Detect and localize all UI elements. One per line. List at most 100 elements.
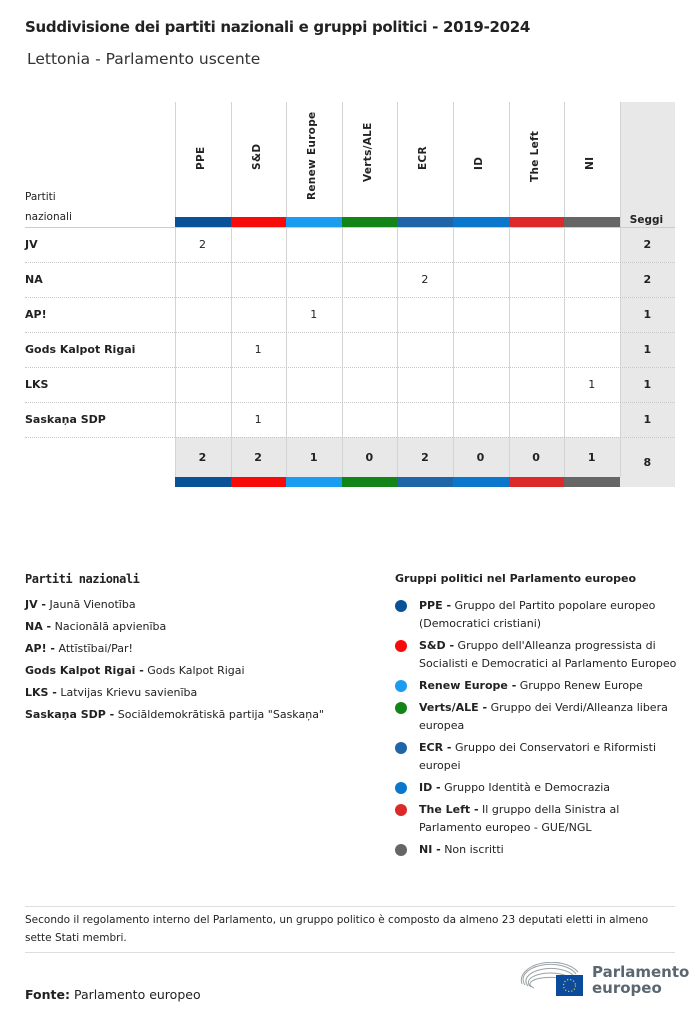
divider — [25, 952, 675, 953]
party-name: Saskaņa SDP — [25, 413, 106, 426]
column-divider — [453, 102, 454, 477]
row-divider — [25, 332, 675, 333]
seat-value: 1 — [310, 308, 318, 321]
column-divider — [175, 102, 176, 477]
ep-logo: Parlamento europeo — [520, 962, 690, 998]
row-total: 1 — [643, 378, 652, 391]
row-divider — [25, 402, 675, 403]
party-abbr: NA - — [25, 620, 52, 633]
party-name: LKS — [25, 378, 49, 391]
group-abbr: NI - — [419, 843, 441, 856]
group-total: 2 — [421, 451, 429, 464]
logo-text: Parlamento europeo — [592, 963, 690, 997]
group-total: 0 — [476, 451, 485, 464]
row-total: 2 — [643, 238, 652, 251]
legend-party-item: LKS - Latvijas Krievu savienība — [25, 686, 324, 699]
row-total: 2 — [643, 273, 652, 286]
column-divider — [397, 102, 399, 477]
group-total: 2 — [254, 451, 262, 464]
footnote: Secondo il regolamento interno del Parla… — [25, 906, 675, 947]
party-name: Gods Kalpot Rigai — [25, 343, 136, 356]
group-color-bar — [508, 477, 565, 487]
legend-title: Partiti nazionali — [25, 572, 140, 586]
group-color-bar — [453, 217, 509, 227]
row-divider — [25, 297, 675, 298]
source-value: Parlamento europeo — [73, 987, 201, 1002]
group-color-dot-icon — [395, 680, 407, 692]
group-total: 0 — [365, 451, 374, 464]
column-divider — [341, 102, 343, 477]
group-color-dot-icon — [395, 600, 407, 612]
row-total: 1 — [643, 343, 652, 356]
group-abbr: ID - — [419, 781, 441, 794]
group-color-bar — [564, 477, 620, 487]
group-header: PPE — [195, 146, 207, 170]
legend-political-groups: Gruppi politici nel Parlamento europeo P… — [395, 572, 680, 863]
group-color-bar — [453, 477, 509, 487]
group-color-bar — [564, 217, 620, 227]
party-fullname: Sociāldemokrātiskā partija "Saskaņa" — [117, 708, 324, 721]
group-total: 1 — [587, 451, 596, 464]
group-color-bar — [286, 477, 342, 487]
column-divider — [619, 102, 621, 477]
header-divider — [25, 227, 675, 228]
group-color-bar — [230, 217, 287, 227]
group-color-bar — [508, 217, 565, 227]
party-fullname: Latvijas Krievu savienība — [60, 686, 198, 699]
seat-value: 2 — [421, 273, 429, 286]
party-name: NA — [25, 273, 43, 286]
group-color-bar — [175, 217, 231, 227]
legend-group-item: S&D - Gruppo dell'Alleanza progressista … — [395, 637, 680, 673]
legend-group-item: ECR - Gruppo dei Conservatori e Riformis… — [395, 739, 680, 775]
group-fullname: Gruppo del Partito popolare europeo (Dem… — [419, 599, 656, 630]
group-color-bar — [397, 217, 453, 227]
hemicycle-flag-icon — [520, 962, 583, 996]
group-color-bar — [175, 477, 231, 487]
group-color-dot-icon — [395, 782, 407, 794]
legend-group-item: Renew Europe - Gruppo Renew Europe — [395, 677, 680, 695]
group-header: The Left — [528, 130, 541, 182]
group-abbr: ECR - — [419, 741, 452, 754]
group-abbr: Verts/ALE - — [419, 701, 488, 714]
row-divider — [25, 262, 675, 263]
seat-value: 1 — [588, 378, 596, 391]
party-fullname: Gods Kalpot Rigai — [147, 664, 245, 677]
party-abbr: JV - — [25, 598, 47, 611]
party-name: AP! — [25, 308, 47, 321]
seat-value: 1 — [254, 343, 262, 356]
row-total: 1 — [643, 308, 652, 321]
group-fullname: Gruppo dei Verdi/Alleanza libera europea — [419, 701, 668, 732]
group-header: Renew Europe — [306, 111, 319, 200]
group-abbr: Renew Europe - — [419, 679, 517, 692]
legend-party-item: Gods Kalpot Rigai - Gods Kalpot Rigai — [25, 664, 324, 677]
legend-party-item: NA - Nacionālā apvienība — [25, 620, 324, 633]
party-abbr: AP! - — [25, 642, 55, 655]
legend-national-parties: Partiti nazionali JV - Jaunā Vienotība NA… — [25, 572, 324, 730]
legend-party-item: JV - Jaunā Vienotība — [25, 598, 324, 611]
row-divider — [25, 437, 675, 438]
chart-title: Suddivisione dei partiti nazionali e gru… — [25, 18, 531, 36]
group-total: 2 — [198, 451, 207, 464]
group-fullname: Gruppo Identità e Democrazia — [444, 781, 611, 794]
group-color-bar — [341, 217, 398, 227]
legend-group-item: PPE - Gruppo del Partito popolare europe… — [395, 597, 680, 633]
column-divider — [508, 102, 510, 477]
grand-total: 8 — [643, 456, 652, 469]
column-divider — [230, 102, 232, 477]
seat-table: PPE S&D Renew Europe Verts/ALE ECR ID The Left… — [25, 102, 675, 498]
group-fullname: Non iscritti — [444, 843, 504, 856]
group-total: 0 — [532, 451, 540, 464]
legend-group-item: NI - Non iscritti — [395, 841, 680, 859]
group-fullname: Il gruppo della Sinistra al Parlamento e… — [419, 803, 620, 834]
group-header: ID — [473, 156, 485, 170]
group-color-dot-icon — [395, 640, 407, 652]
source-label: Fonte: — [25, 987, 70, 1002]
party-abbr: LKS - — [25, 686, 57, 699]
party-fullname: Jaunā Vienotība — [49, 598, 136, 611]
group-header: Verts/ALE — [361, 122, 374, 182]
group-header: S&D — [250, 143, 263, 170]
source: Fonte: Parlamento europeo — [25, 987, 201, 1002]
seat-value: 1 — [254, 413, 262, 426]
group-header: NI — [584, 156, 597, 170]
group-color-bar — [341, 477, 398, 487]
